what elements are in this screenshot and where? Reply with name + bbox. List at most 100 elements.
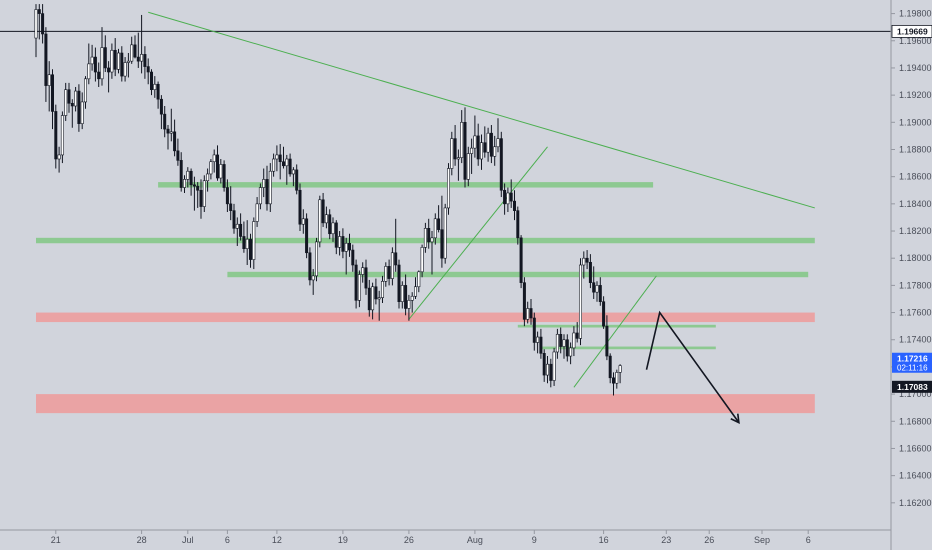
candle[interactable] [347,233,351,257]
candle[interactable] [493,135,497,166]
candle[interactable] [450,131,454,176]
candle[interactable] [308,247,312,286]
candle[interactable] [311,269,315,295]
candle[interactable] [400,281,404,309]
candle[interactable] [44,27,48,102]
candle[interactable] [34,4,38,58]
zone-level-4[interactable] [227,271,809,278]
candle[interactable] [37,4,41,40]
candle[interactable] [113,38,117,77]
candle[interactable] [592,266,596,299]
candle[interactable] [288,153,292,177]
candle[interactable] [569,342,573,365]
trendline-2[interactable] [573,275,657,388]
candle[interactable] [522,277,526,327]
candle[interactable] [84,76,88,109]
candle[interactable] [281,146,285,169]
candle[interactable] [156,81,160,109]
candle[interactable] [47,61,51,112]
candle[interactable] [417,270,421,293]
candle[interactable] [212,149,216,173]
candle[interactable] [529,298,533,325]
candle[interactable] [159,95,163,130]
candle[interactable] [265,165,269,211]
candle[interactable] [295,164,299,195]
candle[interactable] [268,163,272,212]
candle[interactable] [314,237,318,282]
candle[interactable] [549,358,553,388]
candle[interactable] [380,275,384,304]
candle[interactable] [565,334,569,362]
candle[interactable] [110,43,114,79]
zone-level-6[interactable] [540,346,716,350]
candle[interactable] [453,125,457,166]
candle[interactable] [133,35,137,59]
candle[interactable] [245,220,249,265]
candle[interactable] [143,46,147,79]
price-tag-last[interactable]: 1.17083 [892,380,932,393]
candle[interactable] [136,32,140,68]
candle[interactable] [542,349,546,382]
candle[interactable] [443,203,447,264]
candle[interactable] [394,218,398,272]
candle[interactable] [539,328,543,359]
candle[interactable] [324,206,328,229]
candle[interactable] [430,231,434,275]
candle[interactable] [235,217,239,246]
trendline-0[interactable] [148,11,815,209]
candle[interactable] [298,183,302,232]
candle[interactable] [516,206,520,245]
candle[interactable] [305,213,309,259]
candle[interactable] [219,159,223,184]
candle[interactable] [608,353,612,384]
candle[interactable] [179,152,183,192]
price-tag-horizontal-line[interactable]: 1.19669 [891,24,932,38]
candle[interactable] [60,111,64,164]
candle[interactable] [209,159,213,180]
candle[interactable] [252,217,256,270]
candle[interactable] [476,123,480,166]
candle[interactable] [93,47,97,82]
candle[interactable] [291,167,295,187]
candle[interactable] [598,277,602,306]
candle[interactable] [470,138,474,174]
candle[interactable] [519,235,523,289]
candle[interactable] [433,213,437,245]
candle[interactable] [371,282,375,320]
candle[interactable] [512,190,516,221]
candle[interactable] [140,14,144,74]
candle[interactable] [126,53,130,78]
projection-path[interactable] [645,310,740,424]
candle[interactable] [572,326,576,357]
candle[interactable] [77,84,81,132]
candle[interactable] [611,372,615,396]
candle[interactable] [107,61,111,93]
candle[interactable] [552,347,556,386]
candle[interactable] [344,237,348,275]
candle[interactable] [354,259,358,309]
zone-resistance-1[interactable] [36,312,815,323]
candle[interactable] [582,251,586,279]
candle[interactable] [364,259,368,295]
candle[interactable] [526,301,530,324]
candle[interactable] [588,254,592,289]
candle[interactable] [87,43,91,85]
candle[interactable] [410,292,414,313]
candle[interactable] [367,279,371,317]
candle[interactable] [559,327,563,354]
candle[interactable] [199,179,203,219]
candle[interactable] [192,176,196,211]
candle[interactable] [483,126,487,158]
candle[interactable] [331,217,335,242]
candle[interactable] [239,213,243,241]
candle[interactable] [318,195,322,248]
candle[interactable] [496,118,500,153]
candle[interactable] [272,153,276,177]
zone-support-demand-0[interactable] [36,394,815,414]
candle[interactable] [278,144,282,180]
candle[interactable] [397,259,401,309]
candle[interactable] [153,76,157,98]
candle[interactable] [440,195,444,268]
candle[interactable] [206,168,210,192]
